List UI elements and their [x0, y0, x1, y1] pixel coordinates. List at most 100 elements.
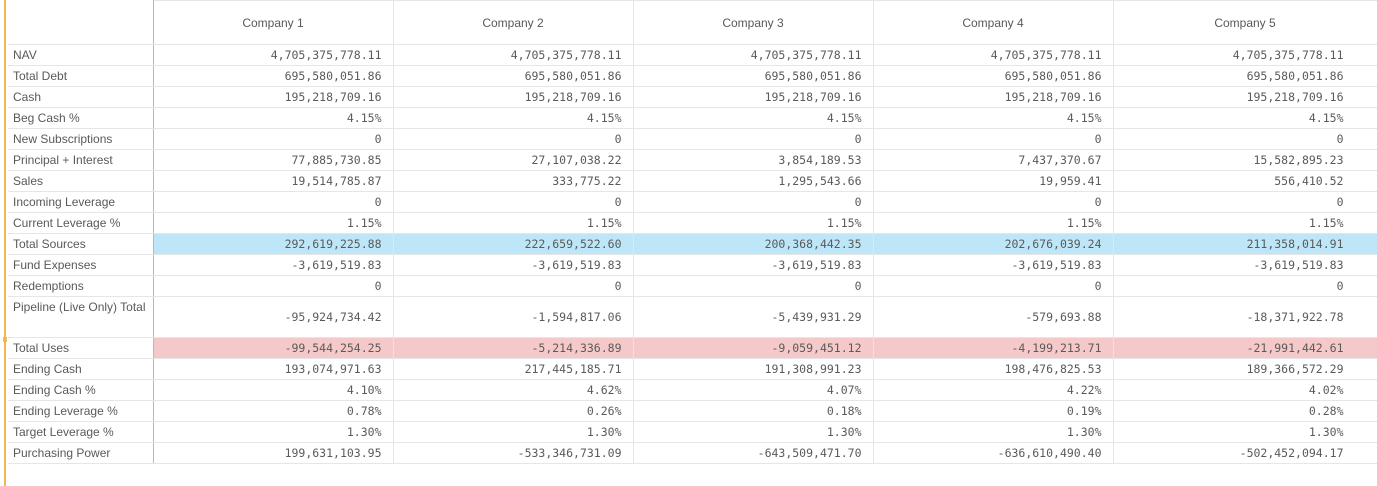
value-cell[interactable]: 1.15%	[633, 212, 874, 234]
value-cell[interactable]: 4.15%	[153, 107, 394, 129]
value-cell[interactable]: 556,410.52	[1113, 170, 1377, 192]
value-cell[interactable]: 0	[153, 275, 394, 297]
value-cell[interactable]: 0	[393, 191, 634, 213]
value-cell[interactable]: 0	[1113, 275, 1377, 297]
value-cell[interactable]: -636,610,490.40	[873, 442, 1114, 464]
value-cell[interactable]: -643,509,471.70	[633, 442, 874, 464]
row-label[interactable]: Total Uses	[8, 337, 154, 359]
value-cell[interactable]: 4.15%	[1113, 107, 1377, 129]
value-cell[interactable]: -533,346,731.09	[393, 442, 634, 464]
value-cell[interactable]: 195,218,709.16	[393, 86, 634, 108]
value-cell[interactable]: -502,452,094.17	[1113, 442, 1377, 464]
row-label[interactable]: NAV	[8, 44, 154, 66]
value-cell[interactable]: 4.62%	[393, 379, 634, 401]
value-cell[interactable]: 1,295,543.66	[633, 170, 874, 192]
value-cell[interactable]: -5,214,336.89	[393, 337, 634, 359]
value-cell[interactable]: 4,705,375,778.11	[873, 44, 1114, 66]
value-cell[interactable]: 27,107,038.22	[393, 149, 634, 171]
value-cell[interactable]: -99,544,254.25	[153, 337, 394, 359]
value-cell[interactable]: 0.18%	[633, 400, 874, 422]
value-cell[interactable]: -95,924,734.42	[153, 296, 394, 338]
column-header-company-3[interactable]: Company 3	[633, 0, 874, 45]
value-cell[interactable]: -3,619,519.83	[393, 254, 634, 276]
value-cell[interactable]: 191,308,991.23	[633, 358, 874, 380]
value-cell[interactable]: 0.78%	[153, 400, 394, 422]
value-cell[interactable]: 195,218,709.16	[633, 86, 874, 108]
value-cell[interactable]: 217,445,185.71	[393, 358, 634, 380]
value-cell[interactable]: -3,619,519.83	[153, 254, 394, 276]
value-cell[interactable]: 198,476,825.53	[873, 358, 1114, 380]
value-cell[interactable]: 4.22%	[873, 379, 1114, 401]
row-label[interactable]: Incoming Leverage	[8, 191, 154, 213]
value-cell[interactable]: -18,371,922.78	[1113, 296, 1377, 338]
value-cell[interactable]: 0	[633, 191, 874, 213]
value-cell[interactable]: 1.15%	[153, 212, 394, 234]
value-cell[interactable]: 195,218,709.16	[153, 86, 394, 108]
value-cell[interactable]: 695,580,051.86	[633, 65, 874, 87]
row-label[interactable]: Total Debt	[8, 65, 154, 87]
row-label[interactable]: Total Sources	[8, 233, 154, 255]
value-cell[interactable]: 0	[1113, 191, 1377, 213]
value-cell[interactable]: 1.30%	[153, 421, 394, 443]
value-cell[interactable]: 0	[393, 275, 634, 297]
value-cell[interactable]: 4,705,375,778.11	[393, 44, 634, 66]
value-cell[interactable]: 0	[1113, 128, 1377, 150]
value-cell[interactable]: 1.30%	[633, 421, 874, 443]
row-label[interactable]: Sales	[8, 170, 154, 192]
row-label[interactable]: Fund Expenses	[8, 254, 154, 276]
row-label[interactable]: Principal + Interest	[8, 149, 154, 171]
value-cell[interactable]: 222,659,522.60	[393, 233, 634, 255]
row-label[interactable]: Pipeline (Live Only) Total	[8, 296, 154, 338]
value-cell[interactable]: 4,705,375,778.11	[153, 44, 394, 66]
value-cell[interactable]: -3,619,519.83	[873, 254, 1114, 276]
value-cell[interactable]: 0.26%	[393, 400, 634, 422]
value-cell[interactable]: 1.30%	[873, 421, 1114, 443]
value-cell[interactable]: 4.15%	[393, 107, 634, 129]
row-label[interactable]: Purchasing Power	[8, 442, 154, 464]
value-cell[interactable]: 211,358,014.91	[1113, 233, 1377, 255]
value-cell[interactable]: 4.15%	[633, 107, 874, 129]
row-label[interactable]: Ending Leverage %	[8, 400, 154, 422]
value-cell[interactable]: 695,580,051.86	[153, 65, 394, 87]
value-cell[interactable]: -4,199,213.71	[873, 337, 1114, 359]
value-cell[interactable]: 0	[153, 128, 394, 150]
value-cell[interactable]: 292,619,225.88	[153, 233, 394, 255]
value-cell[interactable]: 4,705,375,778.11	[633, 44, 874, 66]
value-cell[interactable]: 0	[633, 275, 874, 297]
value-cell[interactable]: 0	[873, 275, 1114, 297]
value-cell[interactable]: 77,885,730.85	[153, 149, 394, 171]
value-cell[interactable]: 0	[393, 128, 634, 150]
row-label[interactable]: Current Leverage %	[8, 212, 154, 234]
value-cell[interactable]: 695,580,051.86	[393, 65, 634, 87]
value-cell[interactable]: 19,959.41	[873, 170, 1114, 192]
value-cell[interactable]: -9,059,451.12	[633, 337, 874, 359]
column-header-company-5[interactable]: Company 5	[1113, 0, 1377, 45]
value-cell[interactable]: 189,366,572.29	[1113, 358, 1377, 380]
value-cell[interactable]: 1.15%	[393, 212, 634, 234]
value-cell[interactable]: 3,854,189.53	[633, 149, 874, 171]
value-cell[interactable]: 7,437,370.67	[873, 149, 1114, 171]
value-cell[interactable]: 4.10%	[153, 379, 394, 401]
value-cell[interactable]: -5,439,931.29	[633, 296, 874, 338]
value-cell[interactable]: -21,991,442.61	[1113, 337, 1377, 359]
value-cell[interactable]: 195,218,709.16	[1113, 86, 1377, 108]
value-cell[interactable]: 200,368,442.35	[633, 233, 874, 255]
column-header-company-4[interactable]: Company 4	[873, 0, 1114, 45]
row-label[interactable]: Beg Cash %	[8, 107, 154, 129]
row-label[interactable]: Cash	[8, 86, 154, 108]
row-label[interactable]: Ending Cash %	[8, 379, 154, 401]
value-cell[interactable]: 1.15%	[1113, 212, 1377, 234]
value-cell[interactable]: 695,580,051.86	[873, 65, 1114, 87]
row-label[interactable]: Target Leverage %	[8, 421, 154, 443]
row-label[interactable]: Ending Cash	[8, 358, 154, 380]
value-cell[interactable]: 0	[633, 128, 874, 150]
value-cell[interactable]: 0	[873, 128, 1114, 150]
value-cell[interactable]: 1.30%	[1113, 421, 1377, 443]
value-cell[interactable]: 333,775.22	[393, 170, 634, 192]
value-cell[interactable]: 4.02%	[1113, 379, 1377, 401]
row-label[interactable]: Redemptions	[8, 275, 154, 297]
value-cell[interactable]: 199,631,103.95	[153, 442, 394, 464]
column-header-company-2[interactable]: Company 2	[393, 0, 634, 45]
value-cell[interactable]: 4.07%	[633, 379, 874, 401]
value-cell[interactable]: 0.28%	[1113, 400, 1377, 422]
